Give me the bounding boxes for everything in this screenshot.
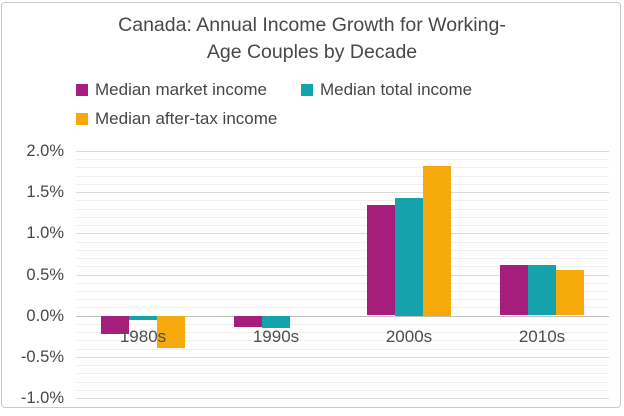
minor-gridline: [76, 209, 609, 210]
bar-2000s-series-0: [367, 205, 395, 315]
minor-gridline: [76, 299, 609, 300]
y-tick-label: 0.5%: [26, 266, 64, 284]
minor-gridline: [76, 184, 609, 185]
chart-title: Canada: Annual Income Growth for Working…: [72, 12, 552, 66]
legend: Median market income Median total income…: [76, 80, 556, 129]
y-tick-label: -0.5%: [20, 348, 64, 366]
minor-gridline: [76, 266, 609, 267]
chart-title-line-2: Age Couples by Decade: [206, 41, 418, 63]
minor-gridline: [76, 365, 609, 366]
minor-gridline: [76, 167, 609, 168]
minor-gridline: [76, 307, 609, 308]
major-gridline: [76, 357, 609, 358]
minor-gridline: [76, 332, 609, 333]
legend-label-after-tax: Median after-tax income: [95, 109, 278, 128]
legend-swatch-after-tax-icon: [76, 113, 88, 125]
minor-gridline: [76, 373, 609, 374]
y-tick-label: 0.0%: [26, 307, 64, 325]
legend-item-median-total-income: Median total income: [300, 80, 473, 100]
minor-gridline: [76, 324, 609, 325]
bar-1990s-series-0: [234, 316, 262, 327]
x-category-label: 2000s: [385, 327, 433, 346]
major-gridline: [76, 192, 609, 193]
minor-gridline: [76, 291, 609, 292]
minor-gridline: [76, 390, 609, 391]
legend-swatch-market-icon: [76, 84, 88, 96]
bar-2010s-series-2: [556, 270, 584, 315]
bar-1990s-series-1: [262, 316, 290, 328]
legend-label-market: Median market income: [95, 80, 267, 99]
major-gridline: [76, 275, 609, 276]
minor-gridline: [76, 340, 609, 341]
bar-1980s-series-1: [129, 316, 157, 320]
bar-2010s-series-0: [500, 265, 528, 315]
minor-gridline: [76, 176, 609, 177]
zero-axis-line: [76, 316, 609, 317]
bar-2000s-series-1: [395, 198, 423, 316]
x-category-label: 2010s: [518, 327, 566, 346]
minor-gridline: [76, 250, 609, 251]
legend-label-total: Median total income: [319, 80, 473, 99]
bar-2000s-series-2: [423, 166, 451, 316]
chart-title-line-1: Canada: Annual Income Growth for Working…: [118, 14, 506, 36]
minor-gridline: [76, 159, 609, 160]
major-gridline: [76, 151, 609, 152]
legend-item-median-after-tax-income: Median after-tax income: [76, 109, 277, 129]
major-gridline: [76, 398, 609, 399]
y-tick-label: 1.5%: [26, 183, 64, 201]
bar-1980s-series-2: [157, 316, 185, 348]
minor-gridline: [76, 242, 609, 243]
minor-gridline: [76, 200, 609, 201]
minor-gridline: [76, 225, 609, 226]
bar-1980s-series-0: [101, 316, 129, 334]
minor-gridline: [76, 283, 609, 284]
y-tick-label: 1.0%: [26, 224, 64, 242]
minor-gridline: [76, 382, 609, 383]
legend-swatch-total-icon: [300, 84, 313, 96]
legend-item-median-market-income: Median market income: [76, 80, 267, 100]
minor-gridline: [76, 349, 609, 350]
y-tick-label: 2.0%: [26, 142, 64, 160]
bar-2010s-series-1: [528, 265, 556, 315]
y-tick-label: -1.0%: [20, 389, 64, 407]
major-gridline: [76, 233, 609, 234]
minor-gridline: [76, 217, 609, 218]
minor-gridline: [76, 258, 609, 259]
x-category-label: 1990s: [252, 327, 300, 346]
x-category-label: 1980s: [119, 327, 167, 346]
